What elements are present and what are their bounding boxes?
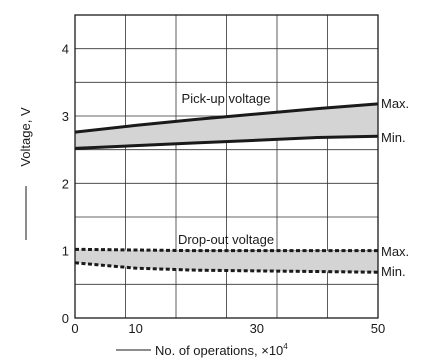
pickup-voltage-label: Pick-up voltage: [182, 91, 271, 106]
dropout-voltage-label: Drop-out voltage: [178, 232, 274, 247]
plot-border: [74, 14, 379, 319]
band-fill-1: [75, 249, 378, 273]
x-axis-title-main: No. of operations, ×10: [155, 343, 283, 358]
series-line-1-min: [74, 261, 379, 274]
tick-labels: 0 1 2 3 4 0 10 30 50: [62, 42, 385, 336]
y-tick-label: 0: [62, 311, 69, 326]
y-axis-title: Voltage, V: [18, 107, 33, 167]
pickup-max-label: Max.: [381, 96, 409, 111]
y-axis-title-group: Voltage, V: [18, 107, 33, 167]
y-tick-label: 3: [62, 109, 69, 124]
series-line-1-max: [74, 247, 378, 253]
series-line-0-min: [74, 134, 379, 150]
dropout-max-label: Max.: [381, 244, 409, 259]
series-line-0-max: [74, 102, 379, 134]
plot-frame: [74, 14, 379, 319]
x-tick-label: 30: [250, 321, 264, 336]
x-axis-title-exponent: 4: [283, 342, 288, 351]
y-tick-label: 4: [62, 42, 69, 57]
pickup-min-label: Min.: [381, 130, 406, 145]
dropout-min-label: Min.: [381, 264, 406, 279]
x-tick-label: 50: [371, 321, 385, 336]
x-tick-label: 0: [71, 321, 78, 336]
y-tick-label: 1: [62, 244, 69, 259]
y-tick-label: 2: [62, 176, 69, 191]
x-tick-label: 10: [128, 321, 142, 336]
series-lines: [74, 102, 379, 274]
x-axis-title: No. of operations, ×104: [155, 342, 288, 358]
grid: [75, 15, 378, 318]
